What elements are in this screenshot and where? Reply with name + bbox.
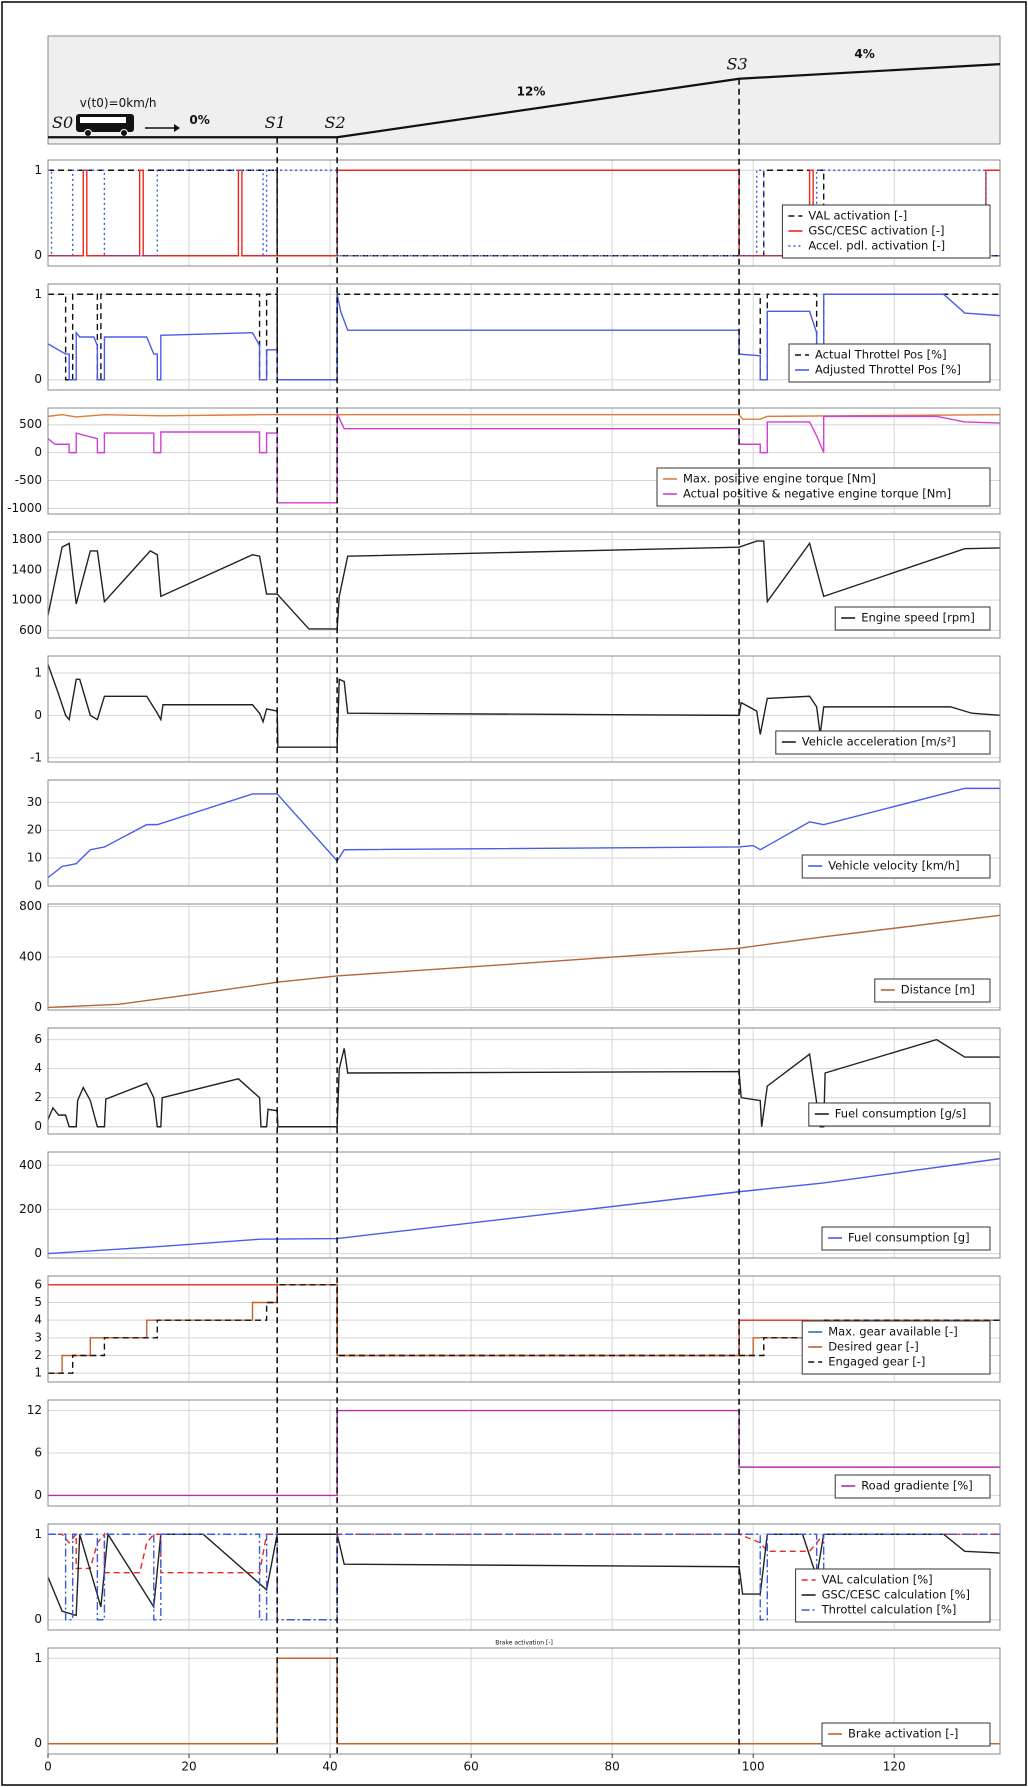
y-tick-label: 0 xyxy=(34,1246,42,1260)
legend-label: Max. positive engine torque [Nm] xyxy=(683,472,876,486)
y-tick-label: 6 xyxy=(34,1277,42,1291)
y-tick-label: 500 xyxy=(19,417,42,431)
x-tick-label: 0 xyxy=(44,1760,52,1774)
y-tick-label: 600 xyxy=(19,623,42,637)
legend-label: Engaged gear [-] xyxy=(828,1355,925,1369)
y-tick-label: 200 xyxy=(19,1202,42,1216)
legend: Engine speed [rpm] xyxy=(835,607,990,630)
legend-label: Road gradiente [%] xyxy=(861,1479,973,1493)
legend: Fuel consumption [g] xyxy=(822,1227,990,1250)
y-tick-label: 10 xyxy=(27,851,42,865)
outer-border xyxy=(2,2,1026,1785)
legend: Max. gear available [-]Desired gear [-]E… xyxy=(802,1321,990,1374)
y-tick-label: 1000 xyxy=(11,593,42,607)
y-tick-label: 2 xyxy=(34,1090,42,1104)
y-tick-label: 1 xyxy=(34,1527,42,1541)
legend: Road gradiente [%] xyxy=(835,1475,990,1498)
page: {"chart_data": [ {"type": "profile", "x"… xyxy=(0,0,1028,1787)
legend-label: Actual Throttel Pos [%] xyxy=(815,348,947,362)
start-speed-label: v(t0)=0km/h xyxy=(80,96,157,110)
y-tick-label: -1 xyxy=(30,750,42,764)
y-tick-label: 0 xyxy=(34,879,42,893)
y-tick-label: 1400 xyxy=(11,562,42,576)
x-tick-label: 100 xyxy=(742,1760,765,1774)
y-tick-label: 1 xyxy=(34,1651,42,1665)
y-tick-label: -500 xyxy=(15,473,42,487)
legend-label: Fuel consumption [g] xyxy=(848,1231,970,1245)
y-tick-label: 0 xyxy=(34,708,42,722)
grade-label: 4% xyxy=(854,47,874,61)
y-tick-label: -1000 xyxy=(7,501,42,515)
y-tick-label: 0 xyxy=(34,1488,42,1502)
y-tick-label: 1 xyxy=(34,163,42,177)
legend-label: Vehicle velocity [km/h] xyxy=(828,859,959,873)
legend: Vehicle velocity [km/h] xyxy=(802,855,990,878)
legend-label: Brake activation [-] xyxy=(848,1727,958,1741)
legend-label: Fuel consumption [g/s] xyxy=(835,1107,966,1121)
y-tick-label: 4 xyxy=(34,1061,42,1075)
y-tick-label: 5 xyxy=(34,1295,42,1309)
legend: Fuel consumption [g/s] xyxy=(809,1103,990,1126)
y-tick-label: 12 xyxy=(27,1403,42,1417)
y-tick-label: 1 xyxy=(34,665,42,679)
legend: Vehicle acceleration [m/s²] xyxy=(776,731,990,754)
y-tick-label: 400 xyxy=(19,1158,42,1172)
legend-label: VAL calculation [%] xyxy=(822,1573,933,1587)
legend-label: Actual positive & negative engine torque… xyxy=(683,487,951,501)
x-tick-label: 80 xyxy=(605,1760,620,1774)
legend: Actual Throttel Pos [%]Adjusted Throttel… xyxy=(789,344,990,382)
y-tick-label: 0 xyxy=(34,1000,42,1014)
grade-label: 0% xyxy=(189,113,209,127)
y-tick-label: 0 xyxy=(34,248,42,262)
x-tick-label: 40 xyxy=(322,1760,337,1774)
y-tick-label: 30 xyxy=(27,795,42,809)
x-tick-label: 20 xyxy=(181,1760,196,1774)
legend: VAL activation [-]GSC/CESC activation [-… xyxy=(782,205,990,258)
y-tick-label: 800 xyxy=(19,899,42,913)
legend-label: Distance [m] xyxy=(901,983,975,997)
section-label: S3 xyxy=(727,54,748,73)
y-tick-label: 2 xyxy=(34,1348,42,1362)
legend: VAL calculation [%]GSC/CESC calculation … xyxy=(796,1569,990,1622)
panel-title: Brake activation [-] xyxy=(495,1640,553,1647)
y-tick-label: 0 xyxy=(34,1612,42,1626)
figure: S0 S1 S2 S3 0% 12% 4% v(t0)=0km/h 0 1 VAL activati… xyxy=(0,0,1028,1787)
section-label: S1 xyxy=(265,113,286,132)
legend-label: GSC/CESC activation [-] xyxy=(808,224,944,238)
y-tick-label: 0 xyxy=(34,1119,42,1133)
y-tick-label: 4 xyxy=(34,1313,42,1327)
legend-label: Accel. pdl. activation [-] xyxy=(808,239,945,253)
legend-label: Throttel calculation [%] xyxy=(821,1603,957,1617)
y-tick-label: 400 xyxy=(19,950,42,964)
x-tick-label: 120 xyxy=(883,1760,906,1774)
section-label: S2 xyxy=(325,113,346,132)
y-tick-label: 1 xyxy=(34,1366,42,1380)
y-tick-label: 0 xyxy=(34,445,42,459)
x-tick-label: 60 xyxy=(463,1760,478,1774)
y-tick-label: 0 xyxy=(34,1736,42,1750)
legend-label: GSC/CESC calculation [%] xyxy=(822,1588,970,1602)
y-tick-label: 3 xyxy=(34,1330,42,1344)
y-tick-label: 20 xyxy=(27,823,42,837)
legend-label: Adjusted Throttel Pos [%] xyxy=(815,363,961,377)
legend-label: Vehicle acceleration [m/s²] xyxy=(802,735,956,749)
section-label: S0 xyxy=(52,113,73,132)
legend-label: Max. gear available [-] xyxy=(828,1325,958,1339)
y-tick-label: 1 xyxy=(34,287,42,301)
legend-label: VAL activation [-] xyxy=(808,209,907,223)
grade-label: 12% xyxy=(517,85,546,99)
y-tick-label: 6 xyxy=(34,1446,42,1460)
legend: Distance [m] xyxy=(875,979,990,1002)
legend: Brake activation [-] xyxy=(822,1723,990,1746)
legend: Max. positive engine torque [Nm]Actual p… xyxy=(657,468,990,506)
y-tick-label: 1800 xyxy=(11,532,42,546)
legend-label: Engine speed [rpm] xyxy=(861,611,975,625)
y-tick-label: 6 xyxy=(34,1032,42,1046)
y-tick-label: 0 xyxy=(34,372,42,386)
legend-label: Desired gear [-] xyxy=(828,1340,919,1354)
